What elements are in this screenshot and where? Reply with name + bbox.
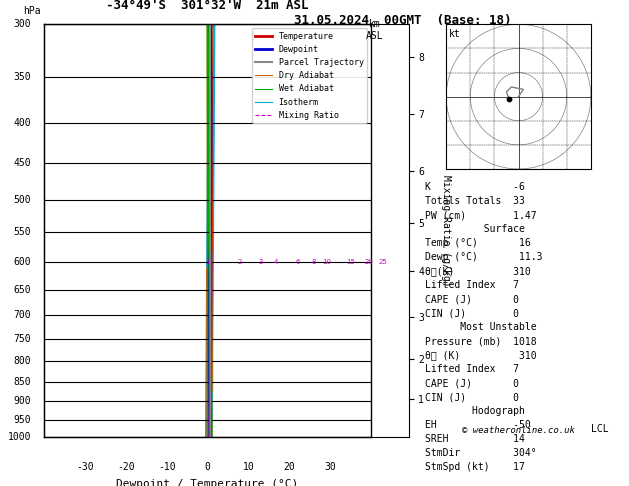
- Text: -10: -10: [172, 462, 189, 472]
- Text: 6: 6: [325, 259, 329, 265]
- Text: K              -6
Totals Totals  33
PW (cm)        1.47
          Surface
Temp (: K -6 Totals Totals 33 PW (cm) 1.47 Surfa…: [425, 182, 542, 472]
- Text: hPa: hPa: [20, 6, 38, 16]
- Text: 700: 700: [12, 310, 30, 320]
- Text: 400: 400: [12, 118, 30, 128]
- Point: [504, 95, 514, 103]
- Text: Dewpoint / Temperature (°C): Dewpoint / Temperature (°C): [135, 479, 318, 486]
- Text: LCL: LCL: [591, 424, 609, 434]
- Legend: Temperature, Dewpoint, Parcel Trajectory, Dry Adiabat, Wet Adiabat, Isotherm, Mi: Temperature, Dewpoint, Parcel Trajectory…: [289, 29, 404, 123]
- Text: -34°49'S  301°32'W  21m ASL: -34°49'S 301°32'W 21m ASL: [125, 0, 328, 12]
- Text: 500: 500: [12, 194, 30, 205]
- Text: 2: 2: [260, 259, 265, 265]
- Text: 15: 15: [382, 259, 391, 265]
- Text: 300: 300: [12, 19, 30, 29]
- Text: 900: 900: [12, 396, 30, 406]
- Text: 3: 3: [283, 259, 287, 265]
- Text: 8: 8: [343, 259, 347, 265]
- Text: © weatheronline.co.uk: © weatheronline.co.uk: [462, 426, 575, 435]
- Text: 1000: 1000: [6, 433, 30, 442]
- Text: 950: 950: [12, 415, 30, 425]
- Text: 600: 600: [12, 257, 30, 267]
- Text: 31.05.2024  00GMT  (Base: 18): 31.05.2024 00GMT (Base: 18): [294, 14, 511, 27]
- Text: 800: 800: [12, 356, 30, 366]
- Text: -20: -20: [126, 462, 144, 472]
- Text: 650: 650: [12, 285, 30, 295]
- Text: 750: 750: [12, 334, 30, 344]
- Text: 30: 30: [357, 462, 369, 472]
- Text: 350: 350: [12, 72, 30, 82]
- Text: kt: kt: [449, 29, 461, 39]
- Text: 0: 0: [223, 462, 229, 472]
- Text: 1: 1: [223, 259, 228, 265]
- Text: km
ASL: km ASL: [365, 19, 383, 41]
- Text: 10: 10: [355, 259, 364, 265]
- Text: 20: 20: [401, 259, 410, 265]
- Text: 550: 550: [12, 227, 30, 237]
- Text: -30: -30: [81, 462, 98, 472]
- Text: 450: 450: [12, 158, 30, 169]
- Text: 4: 4: [300, 259, 304, 265]
- Text: 25: 25: [417, 259, 426, 265]
- Text: 10: 10: [266, 462, 278, 472]
- Text: 850: 850: [12, 377, 30, 387]
- Text: 20: 20: [311, 462, 323, 472]
- Y-axis label: Mixing Ratio (g/kg): Mixing Ratio (g/kg): [441, 175, 451, 287]
